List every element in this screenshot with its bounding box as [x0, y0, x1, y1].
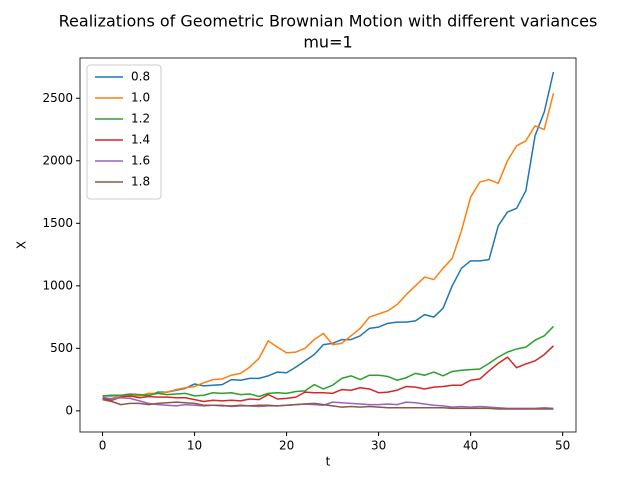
x-tick-label: 0	[99, 439, 107, 453]
x-tick-label: 40	[463, 439, 478, 453]
y-tick-label: 1500	[42, 216, 73, 230]
series-line	[102, 71, 555, 398]
legend-label: 1.8	[131, 175, 150, 189]
chart-subtitle: mu=1	[303, 33, 352, 52]
legend-label: 1.2	[131, 112, 150, 126]
y-tick-label: 0	[65, 403, 73, 417]
series-line	[102, 345, 554, 403]
y-tick-label: 2000	[42, 153, 73, 167]
legend-label: 1.4	[131, 133, 150, 147]
y-tick-label: 2500	[42, 91, 73, 105]
y-tick-label: 1000	[42, 278, 73, 292]
plot-frame	[79, 57, 577, 433]
legend-label: 0.8	[131, 70, 150, 84]
x-tick-label: 20	[279, 439, 294, 453]
series-line	[102, 93, 555, 401]
series-line	[102, 398, 554, 410]
x-tick-label: 30	[371, 439, 386, 453]
y-axis-label: X	[15, 241, 29, 249]
series-line	[102, 396, 554, 410]
series-line	[102, 325, 554, 398]
chart-title: Realizations of Geometric Brownian Motio…	[59, 12, 598, 31]
y-tick-label: 500	[50, 341, 73, 355]
x-tick-label: 50	[555, 439, 570, 453]
legend-label: 1.0	[131, 91, 150, 105]
x-tick-label: 10	[187, 439, 202, 453]
x-axis-label: t	[326, 455, 331, 469]
legend-label: 1.6	[131, 154, 150, 168]
